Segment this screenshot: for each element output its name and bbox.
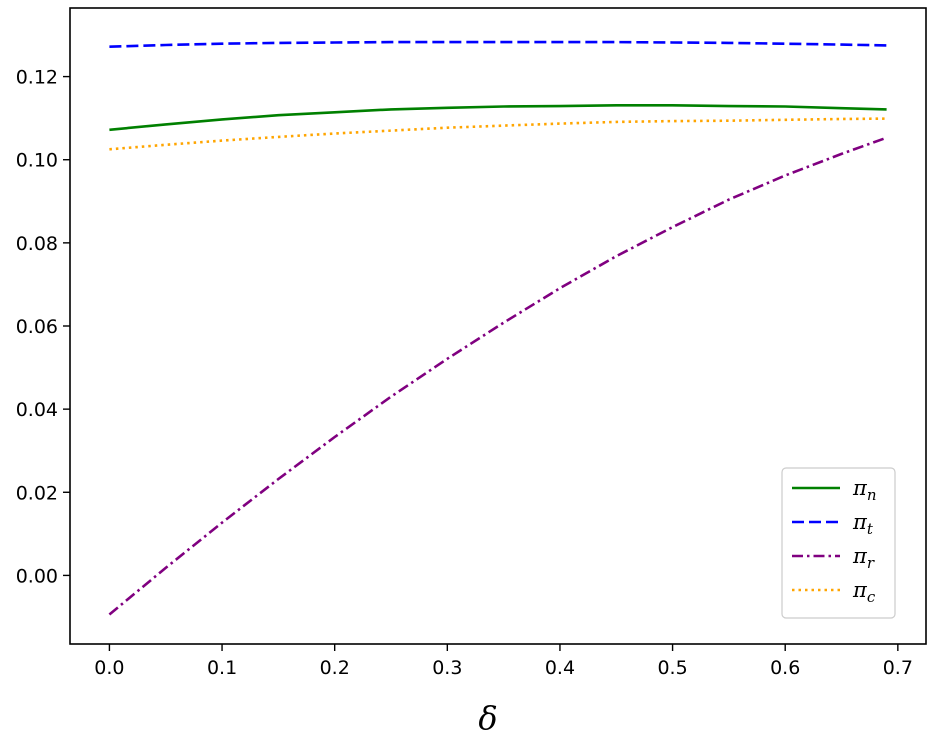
y-axis-ticks: 0.00 0.02 0.04 0.06 0.08 0.10 0.12 xyxy=(16,67,70,587)
y-tick-label: 0.04 xyxy=(16,399,58,421)
series-layer xyxy=(108,40,888,616)
x-tick-label: 0.3 xyxy=(432,657,462,679)
legend-box xyxy=(781,467,896,619)
series-line-r xyxy=(108,136,888,616)
x-tick-label: 0.4 xyxy=(545,657,575,679)
series-line-c xyxy=(109,117,887,151)
x-tick-label: 0.1 xyxy=(207,657,237,679)
y-tick-label: 0.12 xyxy=(16,67,58,89)
y-tick-label: 0.06 xyxy=(16,316,58,338)
series-line-t xyxy=(109,40,887,48)
y-tick-label: 0.02 xyxy=(16,482,58,504)
x-tick-label: 0.6 xyxy=(770,657,800,679)
y-tick-label: 0.08 xyxy=(16,233,58,255)
series-line-n xyxy=(109,104,887,132)
x-tick-label: 0.7 xyxy=(883,657,913,679)
x-axis-label: δ xyxy=(478,699,497,737)
y-tick-label: 0.10 xyxy=(16,150,58,172)
x-tick-label: 0.5 xyxy=(657,657,687,679)
x-tick-label: 0.2 xyxy=(320,657,350,679)
x-axis-ticks: 0.0 0.1 0.2 0.3 0.4 0.5 0.6 0.7 xyxy=(94,644,913,679)
y-tick-label: 0.00 xyxy=(16,565,58,587)
x-tick-label: 0.0 xyxy=(94,657,124,679)
